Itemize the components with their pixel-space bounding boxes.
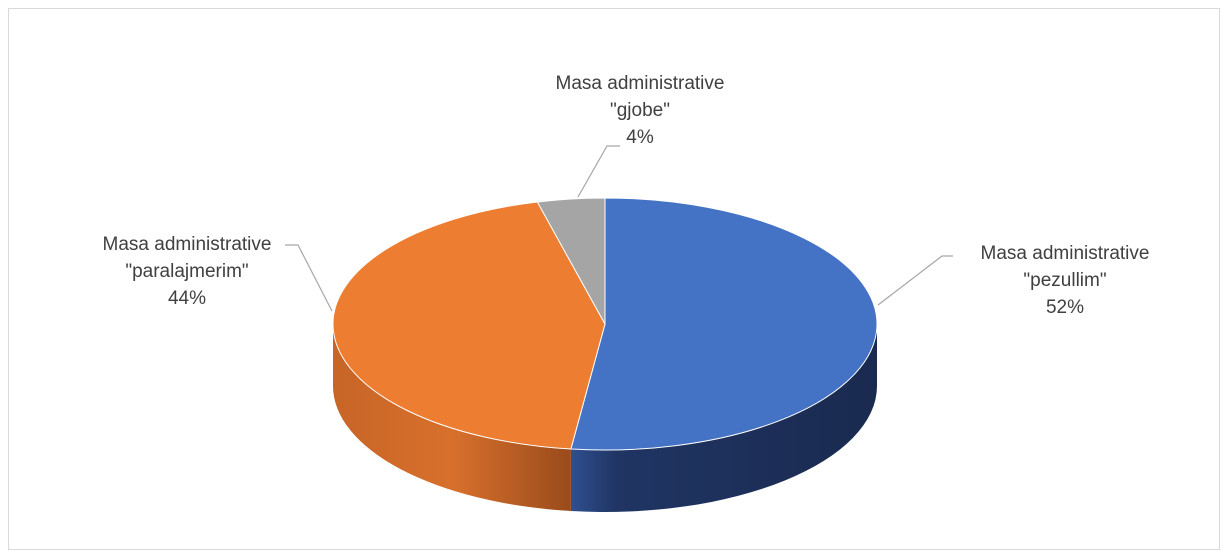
slice-label-gjobe: Masa administrative "gjobe" 4%	[530, 70, 750, 151]
slice-label-name-line-2: "gjobe"	[610, 100, 670, 121]
leader-line-pezullim	[877, 255, 953, 306]
slice-label-name-line-2: "pezullim"	[1023, 270, 1107, 291]
slice-label-name-line-2: "paralajmerim"	[125, 261, 249, 282]
slice-label-paralajmerim: Masa administrative "paralajmerim" 44%	[77, 231, 297, 312]
slice-label-percent: 4%	[626, 127, 654, 148]
pie-slice-paralajmerim	[332, 201, 606, 450]
slice-label-pezullim: Masa administrative "pezullim" 52%	[955, 240, 1175, 321]
pie-side-pezullim	[570, 324, 877, 512]
slice-label-name-line-1: Masa administrative	[102, 234, 272, 255]
pie-slice-pezullim	[570, 197, 878, 451]
pie-side-paralajmerim	[333, 324, 571, 512]
slice-label-name-line-1: Masa administrative	[555, 73, 725, 94]
leader-line-gjobe	[577, 145, 620, 198]
slice-label-percent: 44%	[167, 288, 207, 309]
slice-label-percent: 52%	[1045, 297, 1085, 318]
pie-slice-gjobe	[536, 197, 606, 326]
slice-label-name-line-1: Masa administrative	[980, 243, 1150, 264]
leader-line-paralajmerim	[285, 244, 333, 312]
